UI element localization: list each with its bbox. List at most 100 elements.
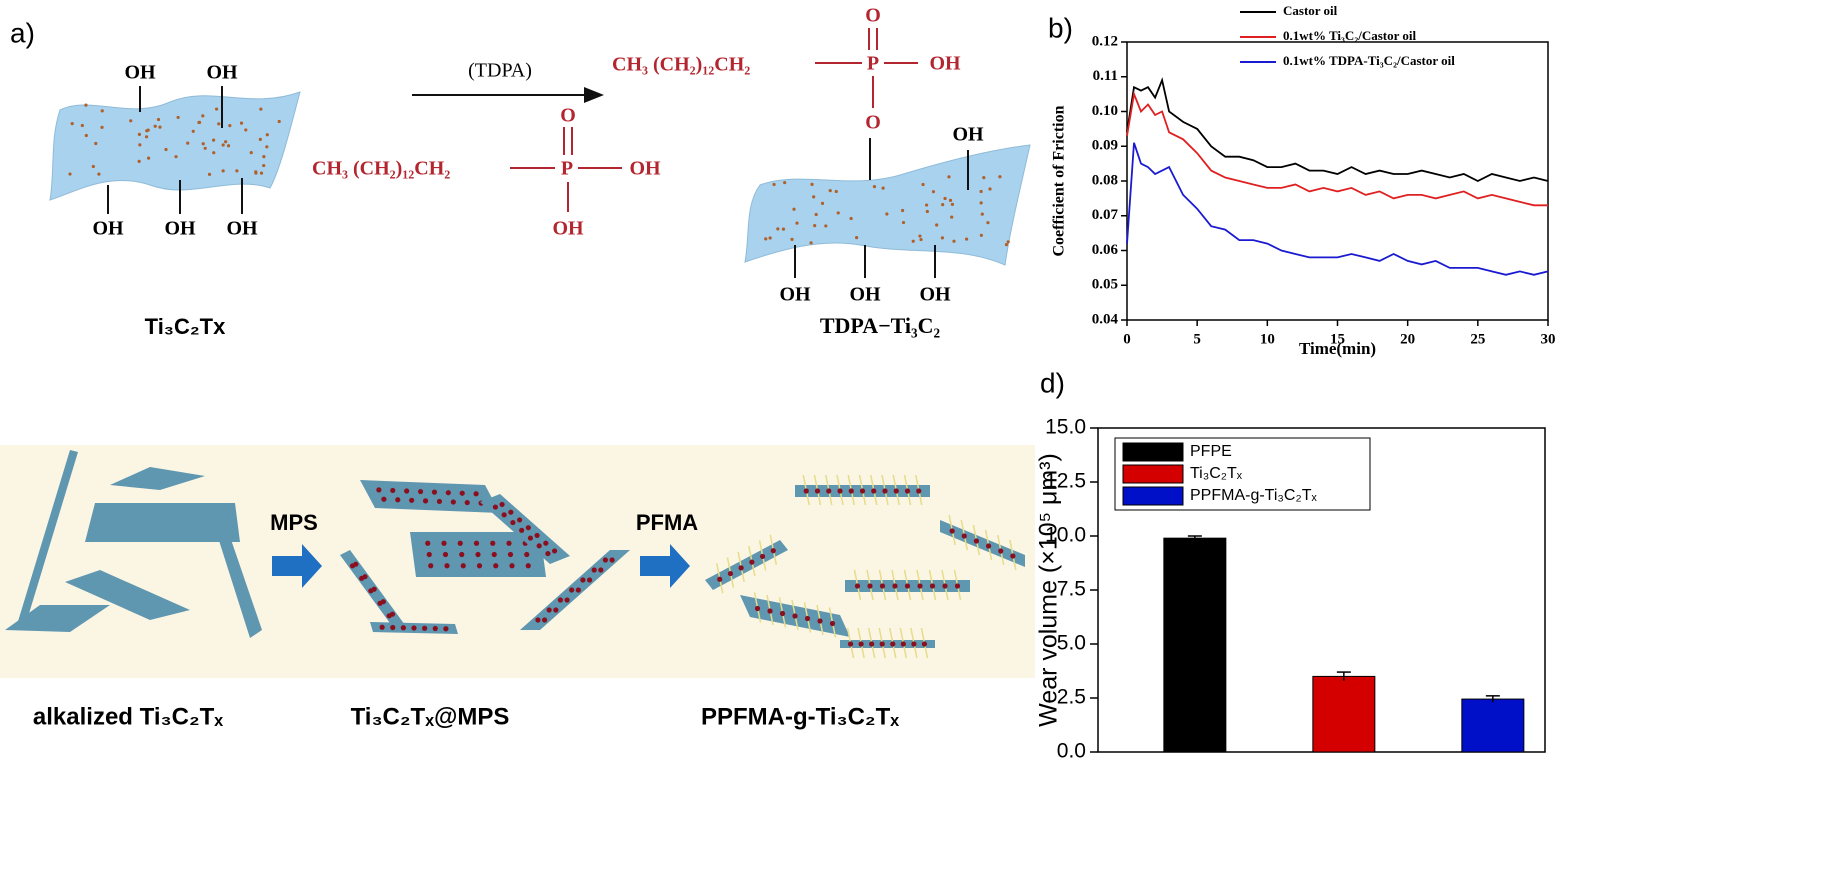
graft-dot (847, 641, 854, 647)
dot (764, 237, 768, 241)
y-tick-label: 0.06 (1092, 242, 1119, 258)
dot (935, 223, 939, 227)
y-tick-label: 12.5 (1045, 470, 1086, 493)
graft-dot (826, 488, 832, 494)
y-tick-label: 7.5 (1057, 578, 1086, 601)
atom: O (865, 112, 881, 134)
graft-dot (389, 611, 396, 617)
dot (80, 123, 84, 128)
series-line (1126, 90, 1548, 207)
graft-dot (492, 504, 499, 510)
y-axis-label: Wear volume (×10⁵ μm³) (1035, 453, 1063, 727)
dot (834, 189, 838, 194)
dot (809, 241, 813, 245)
graft-dot (727, 570, 734, 577)
dot (129, 119, 133, 123)
legend-label: PFPE (1190, 443, 1232, 460)
dot (900, 208, 905, 213)
dot (918, 234, 922, 238)
dot (156, 117, 161, 122)
dot (781, 227, 786, 231)
dot (950, 215, 954, 219)
x-tick-label: 5 (1193, 331, 1201, 347)
graft-dot (546, 607, 552, 613)
legend-frame (1114, 437, 1371, 511)
graft-dot (917, 583, 923, 589)
group-label: OH (952, 124, 984, 146)
dot (176, 115, 180, 120)
graft-dot (541, 617, 548, 623)
group-label: OH (919, 284, 951, 306)
dot (258, 137, 262, 141)
graft-dot (879, 641, 885, 647)
scheme-a-text: OH OH OH OH OH OH OH OH OH (TDPA) CH₃ (C… (92, 5, 984, 339)
graft-dot (409, 497, 415, 503)
dot (998, 175, 1002, 179)
group-label: OH (92, 218, 124, 240)
plot-frame (1126, 41, 1549, 321)
dot (100, 125, 104, 129)
dot (948, 198, 953, 202)
graft-dot (524, 551, 530, 558)
dot (221, 143, 225, 147)
flake (215, 522, 262, 638)
graft-dot (422, 625, 428, 631)
dot (197, 120, 202, 124)
dot (986, 221, 990, 225)
dot (988, 187, 992, 191)
y-tick-label: 0.08 (1092, 172, 1118, 188)
graft-dot (759, 553, 766, 560)
dot (931, 190, 936, 194)
graft-dot (362, 574, 368, 580)
y-tick-label: 0.10 (1092, 103, 1118, 119)
graft-dot (754, 605, 761, 612)
dot (259, 171, 264, 175)
graft-dot (459, 490, 465, 496)
graft-dot (443, 626, 449, 632)
dot (224, 140, 228, 144)
bar (1163, 537, 1227, 753)
legend-swatch (1122, 464, 1184, 484)
graft-dot (353, 561, 359, 567)
graft-dot (426, 551, 432, 558)
dot (144, 135, 149, 139)
dot (221, 169, 225, 173)
graft-dot (869, 641, 875, 647)
graft-dot (580, 577, 586, 583)
dot (828, 188, 832, 193)
dot (980, 212, 984, 216)
dot (792, 207, 796, 211)
dot (249, 151, 253, 155)
graft-dot (519, 527, 525, 533)
x-tick-label: 10 (1260, 331, 1275, 347)
graft-dot (510, 519, 516, 526)
dot (70, 122, 74, 126)
dot (146, 156, 151, 160)
dot (947, 175, 951, 179)
formula: CH₃ (CH₂)₁₂CH₂ (312, 158, 450, 180)
dot (836, 211, 840, 215)
reagent: (TDPA) (468, 60, 532, 82)
y-axis-label: Coefficient of Friction (1051, 105, 1068, 256)
legend-swatch (1122, 442, 1184, 462)
y-tick-label: 10.0 (1045, 524, 1086, 547)
dot (174, 155, 178, 159)
y-tick-label: 2.5 (1057, 686, 1086, 709)
group-label: OH (779, 284, 811, 306)
dot (137, 159, 141, 164)
dot (94, 141, 98, 146)
graft-dot (837, 488, 843, 494)
graft-dot (390, 487, 396, 494)
y-tick-label: 0.12 (1092, 33, 1118, 49)
atom: OH (552, 218, 584, 240)
group-label: OH (164, 218, 196, 240)
bar (1461, 698, 1525, 753)
dot (790, 237, 794, 241)
graft-dot (879, 583, 886, 589)
graft-dot (916, 488, 922, 494)
graft-dot (911, 641, 917, 647)
graft-dot (890, 641, 896, 647)
step-label: MPS (270, 510, 318, 535)
dot (849, 216, 853, 221)
graft-dot (450, 499, 456, 505)
